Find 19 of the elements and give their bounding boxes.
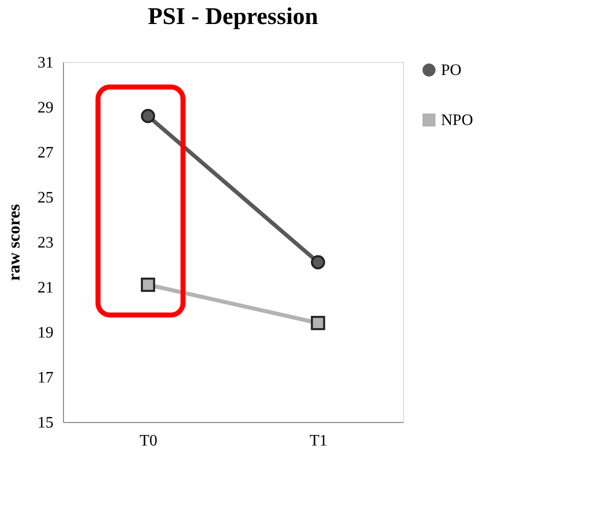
y-tick-label: 27 <box>38 144 54 162</box>
y-tick-label: 19 <box>38 324 54 342</box>
y-tick-label: 29 <box>38 100 54 116</box>
y-axis-title: raw scores <box>4 204 24 281</box>
point <box>140 108 156 124</box>
y-tick-label: 15 <box>38 414 54 432</box>
point <box>310 316 326 330</box>
point <box>140 278 156 292</box>
x-tick-label: T0 <box>140 432 158 450</box>
y-tick-label: 23 <box>38 234 54 252</box>
legend-label: NPO <box>441 112 474 129</box>
y-tick-label: 31 <box>38 54 54 72</box>
x-tick-label: T1 <box>310 432 328 450</box>
point <box>310 255 326 270</box>
chart-title: PSI - Depression <box>148 4 318 30</box>
legend-label: PO <box>441 62 462 79</box>
y-tick-label: 17 <box>38 370 54 386</box>
y-tick-label: 25 <box>38 190 54 206</box>
y-tick-label: 21 <box>38 280 54 296</box>
